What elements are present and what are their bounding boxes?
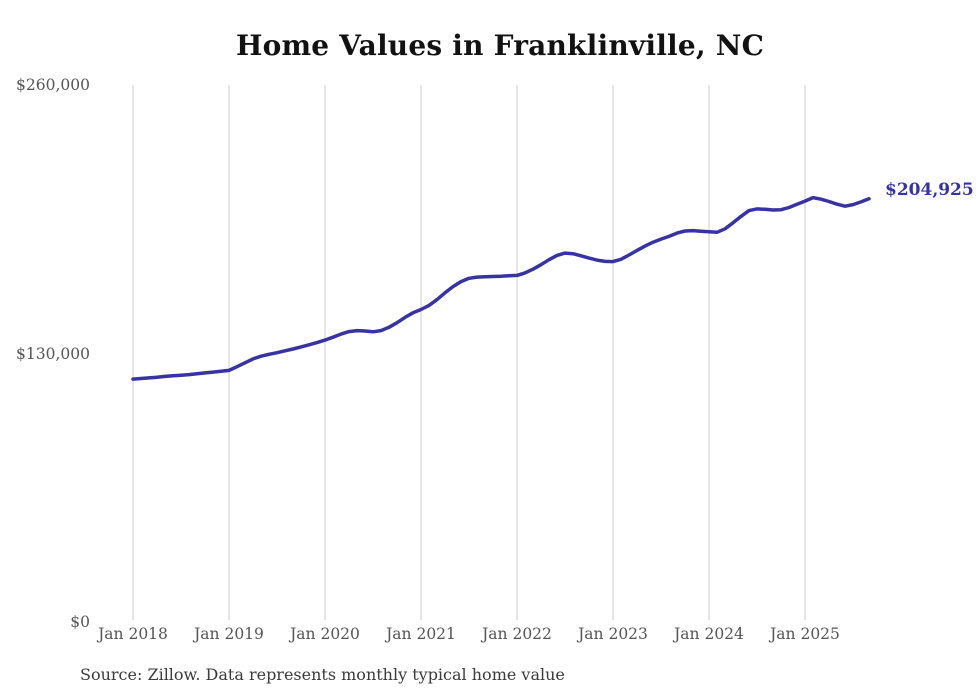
x-tick-label: Jan 2023 [578,625,648,643]
x-tick-label: Jan 2024 [674,625,744,643]
y-tick-label: $130,000 [16,344,90,363]
x-tick-label: Jan 2021 [386,625,456,643]
y-tick-label: $0 [70,613,90,631]
x-tick-label: Jan 2025 [770,625,840,643]
source-note: Source: Zillow. Data represents monthly … [80,665,565,684]
x-tick-label: Jan 2018 [98,625,168,643]
x-tick-label: Jan 2022 [482,625,552,643]
latest-value-annotation: $204,925 [885,180,974,200]
x-tick-label: Jan 2020 [290,625,360,643]
chart-title: Home Values in Franklinville, NC [235,29,765,62]
home-value-series-line [131,195,871,381]
x-tick-label: Jan 2019 [194,625,264,643]
y-tick-label: $260,000 [16,76,90,94]
